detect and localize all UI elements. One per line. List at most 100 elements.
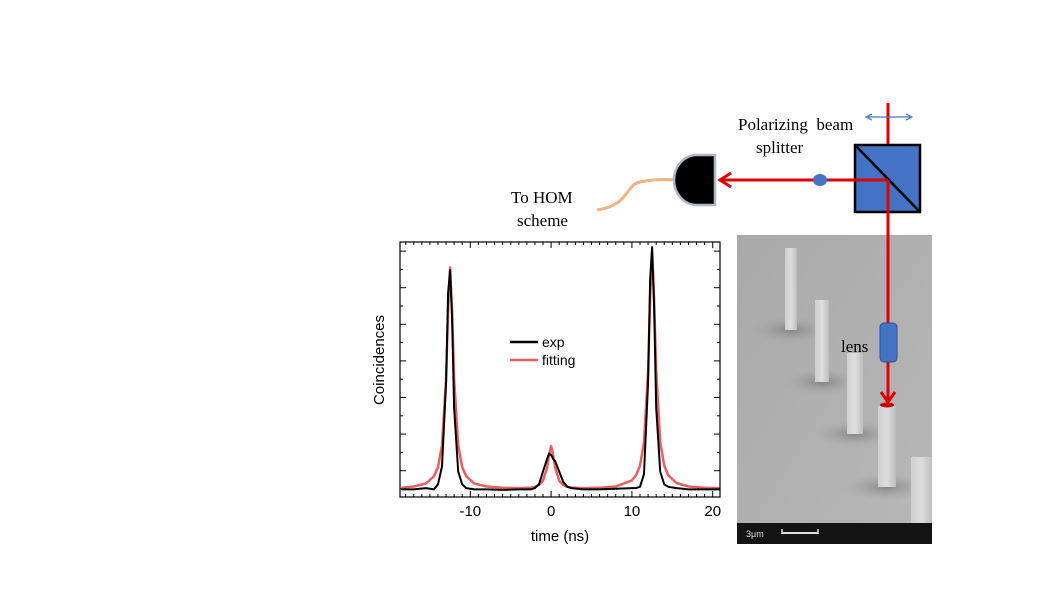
data-point-fitting <box>425 482 427 485</box>
pillar <box>785 248 797 330</box>
pillar <box>815 300 829 382</box>
data-point-exp <box>631 487 633 489</box>
data-point-exp <box>667 486 669 488</box>
x-tick-label: 0 <box>547 503 555 520</box>
data-point-exp <box>453 407 455 409</box>
data-point-exp <box>653 305 655 307</box>
x-tick-label: -10 <box>459 503 481 520</box>
data-point-exp <box>485 488 488 490</box>
data-point-fitting <box>437 466 439 468</box>
sem-image: 3μm <box>737 235 932 544</box>
data-point-exp <box>473 488 475 490</box>
data-point-exp <box>582 488 585 490</box>
data-point-fitting <box>615 485 617 488</box>
data-point-fitting <box>465 475 467 477</box>
data-point-exp <box>687 488 690 490</box>
data-point-fitting <box>461 466 463 468</box>
data-point-fitting <box>635 474 637 476</box>
data-point-fitting <box>631 479 633 482</box>
optical-fiber <box>596 178 681 212</box>
legend-label-fitting: fitting <box>542 352 575 368</box>
scale-bar-label: 3μm <box>746 529 764 539</box>
data-point-exp <box>413 488 415 490</box>
coincidence-chart: -10 0 10 20 Coincidences time (ns) exp fitt… <box>371 241 721 545</box>
data-point-fitting <box>598 487 601 489</box>
x-axis-label: time (ns) <box>531 528 589 545</box>
legend: exp fitting <box>510 334 575 368</box>
x-tick-label: 20 <box>704 503 721 520</box>
data-point-fitting <box>473 482 475 485</box>
pillar <box>878 406 896 487</box>
data-point-exp <box>570 487 572 489</box>
data-point-exp <box>445 381 447 383</box>
data-point-exp <box>558 470 560 473</box>
lens-label: lens <box>841 337 868 356</box>
optics-diagram: Polarizing beam splitter To HOM scheme l… <box>511 103 922 408</box>
data-point-fitting <box>659 441 661 443</box>
data-point-fitting <box>667 474 669 476</box>
data-point-fitting <box>687 485 690 488</box>
data-point-exp <box>566 486 568 488</box>
pillar <box>847 353 863 434</box>
data-point-exp <box>639 486 641 488</box>
data-point-fitting <box>413 485 415 488</box>
data-point-fitting <box>518 487 520 489</box>
data-point-exp <box>437 483 439 485</box>
hom-label: To HOM <box>511 188 573 207</box>
data-point-exp <box>534 487 536 489</box>
detector-icon <box>672 153 717 207</box>
x-tick-label: 10 <box>624 503 641 520</box>
data-point-fitting <box>485 485 488 488</box>
data-point-exp <box>542 470 544 473</box>
data-point-exp <box>655 407 657 409</box>
data-point-exp <box>441 465 443 467</box>
data-point-exp <box>449 269 451 271</box>
data-point-fitting <box>530 486 532 489</box>
data-point-fitting <box>433 475 435 477</box>
data-point-fitting <box>675 482 677 484</box>
data-point-exp <box>548 453 550 455</box>
hom-label-2: scheme <box>517 211 568 230</box>
data-point-fitting <box>457 444 459 446</box>
data-point-fitting <box>562 484 564 486</box>
beam-spot <box>880 402 894 408</box>
data-point-exp <box>502 489 504 491</box>
data-point-exp <box>598 488 601 490</box>
data-point-fitting <box>704 487 706 489</box>
data-point-fitting <box>542 480 544 482</box>
data-point-exp <box>675 487 677 489</box>
data-point-exp <box>659 470 661 473</box>
legend-label-exp: exp <box>542 334 565 350</box>
data-point-exp <box>425 487 427 489</box>
data-point-exp <box>552 458 554 460</box>
data-point-exp <box>433 488 435 490</box>
pbs-label-2: splitter <box>756 138 804 157</box>
data-point-exp <box>647 381 649 383</box>
data-point-fitting <box>546 467 548 469</box>
data-point-exp <box>554 460 556 462</box>
data-point-fitting <box>639 465 641 467</box>
data-point-exp <box>401 488 403 490</box>
data-point-exp <box>649 279 651 281</box>
data-point-fitting <box>554 467 556 469</box>
lens-icon <box>879 322 898 363</box>
data-point-exp <box>562 481 564 483</box>
data-point-exp <box>447 292 449 294</box>
data-point-fitting <box>558 480 560 482</box>
data-point-fitting <box>449 266 451 269</box>
data-point-exp <box>663 483 665 485</box>
data-point-fitting <box>502 487 504 489</box>
data-point-fitting <box>643 441 645 443</box>
data-point-fitting <box>550 445 552 447</box>
data-point-exp <box>451 317 453 320</box>
data-point-exp <box>643 473 645 475</box>
y-axis-label: Coincidences <box>371 315 388 405</box>
data-point-exp <box>704 488 706 490</box>
data-point-exp <box>461 483 463 485</box>
data-point-fitting <box>663 465 665 467</box>
data-point-exp <box>550 454 552 456</box>
series-line-exp <box>401 246 720 491</box>
sem-info-bar <box>737 523 932 544</box>
data-point-exp <box>615 488 617 490</box>
